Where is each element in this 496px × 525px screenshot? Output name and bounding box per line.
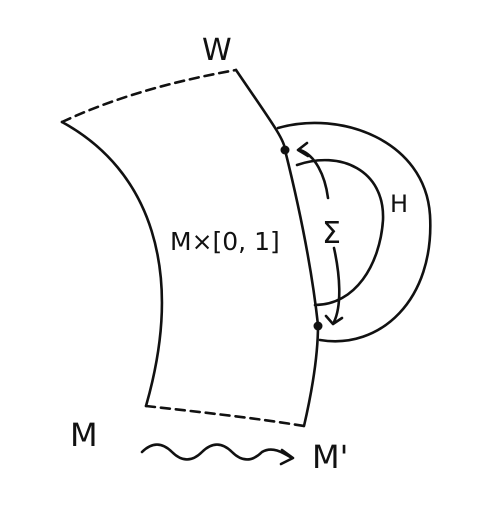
bottom-boundary-dashed <box>144 404 306 428</box>
wavy-arrow-head <box>279 448 295 466</box>
label-right-boundary-M-prime: M' <box>312 438 348 476</box>
label-cylinder: M×[0, 1] <box>170 227 280 256</box>
label-left-boundary-M: M <box>70 416 98 454</box>
label-handle-H: H <box>390 190 408 218</box>
attaching-point-top <box>280 145 290 155</box>
wavy-arrow <box>140 443 294 461</box>
sigma-arrow-up-head <box>296 141 310 158</box>
sigma-arrow-down-head <box>324 314 344 326</box>
label-cobordism-W: W <box>202 33 232 68</box>
label-attaching-sphere: Σ <box>322 216 341 251</box>
handle-inner-arc <box>295 158 385 307</box>
sigma-arrow-down <box>332 246 341 324</box>
handle-outer-arc <box>276 121 432 343</box>
top-boundary-dashed <box>60 68 238 124</box>
left-side-curve <box>60 120 164 408</box>
sigma-arrow-up <box>298 148 330 200</box>
attaching-point-bottom <box>313 321 323 331</box>
right-side-curve <box>234 68 320 428</box>
